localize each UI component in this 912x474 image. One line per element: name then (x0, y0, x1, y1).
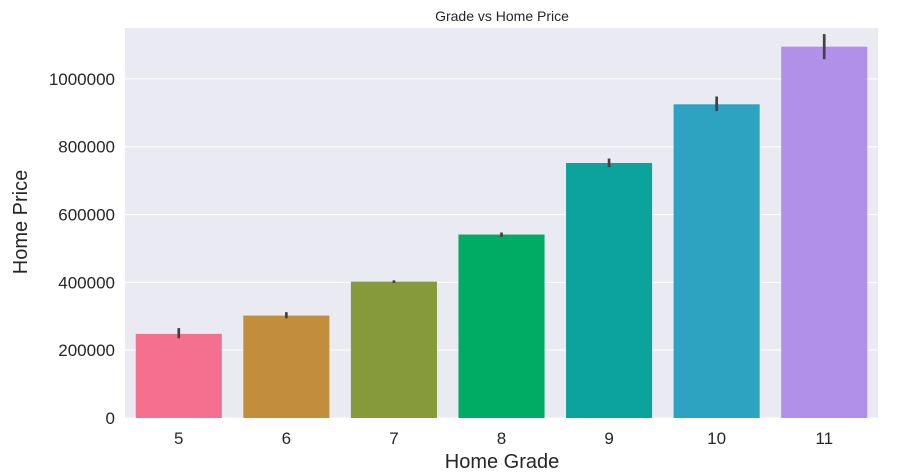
y-tick-label: 600000 (58, 206, 115, 225)
x-tick-label: 8 (497, 429, 506, 448)
y-tick-labels: 0 200000 400000 600000 800000 1000000 (49, 70, 115, 428)
y-axis-label: Home Price (10, 170, 32, 274)
x-tick-label: 10 (707, 429, 726, 448)
chart-title: Grade vs Home Price (435, 8, 569, 24)
bar-grade-5 (135, 333, 222, 418)
bar-grade-10 (673, 104, 760, 418)
y-tick-label: 800000 (58, 138, 115, 157)
bar-grade-9 (566, 162, 653, 418)
y-tick-label: 400000 (58, 273, 115, 292)
bar-grade-6 (243, 315, 330, 418)
x-tick-label: 5 (174, 429, 183, 448)
x-tick-label: 6 (282, 429, 291, 448)
x-tick-label: 9 (604, 429, 613, 448)
y-tick-label: 0 (106, 409, 115, 428)
x-tick-label: 7 (389, 429, 398, 448)
x-tick-labels: 5 6 7 8 9 10 11 (174, 429, 833, 448)
bars (135, 46, 868, 419)
x-axis-label: Home Grade (445, 451, 560, 473)
x-tick-label: 11 (815, 429, 833, 448)
bar-grade-8 (458, 234, 545, 418)
error-bars (177, 34, 826, 339)
y-tick-label: 1000000 (49, 70, 115, 89)
bar-grade-7 (350, 281, 437, 418)
y-tick-label: 200000 (58, 341, 115, 360)
bar-grade-11 (781, 46, 868, 419)
